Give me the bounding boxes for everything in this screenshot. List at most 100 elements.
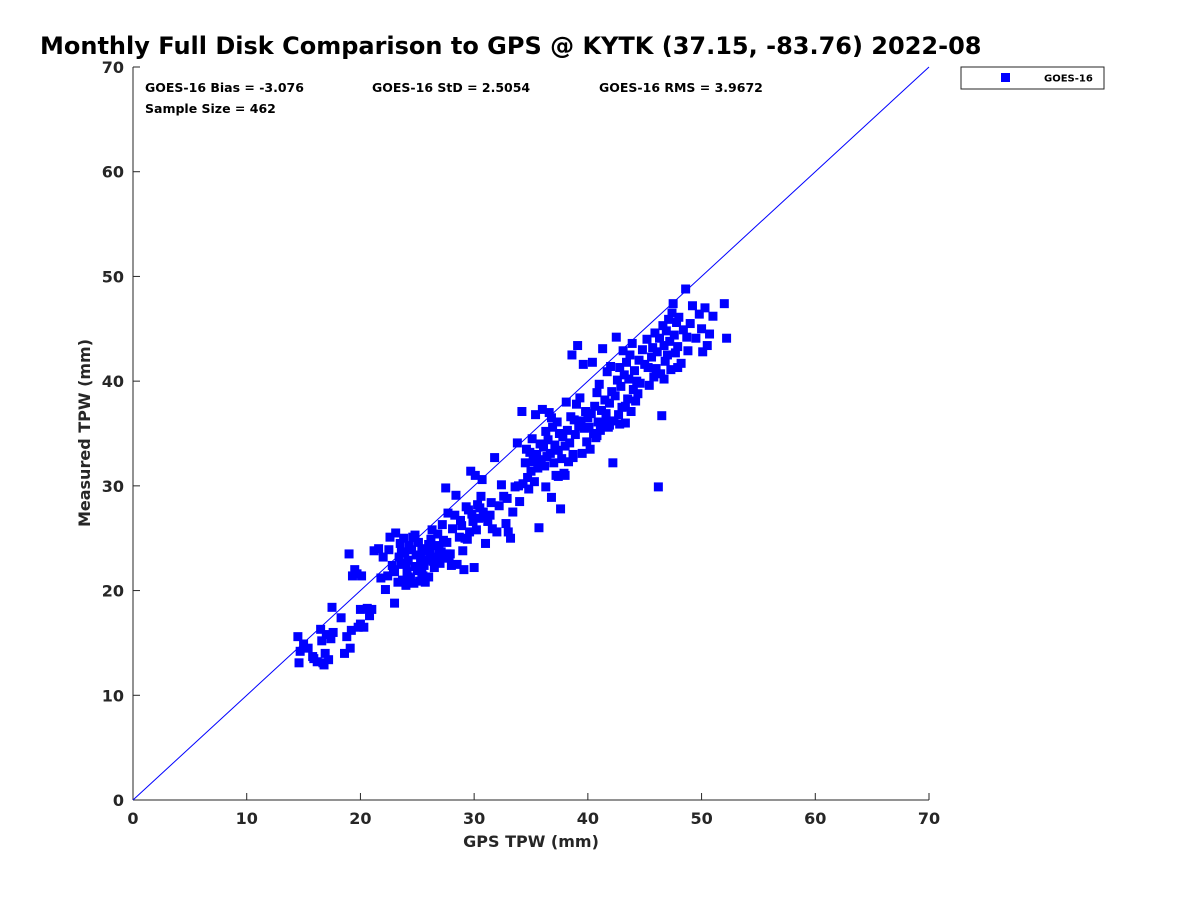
data-point xyxy=(590,401,600,411)
data-point xyxy=(528,450,538,460)
data-point xyxy=(424,572,434,582)
data-point xyxy=(578,359,588,369)
data-point xyxy=(540,461,550,471)
data-point xyxy=(388,565,398,575)
stats-annotations: GOES-16 Bias = -3.076 GOES-16 StD = 2.50… xyxy=(145,80,763,116)
data-point xyxy=(624,374,634,384)
data-point xyxy=(512,438,522,448)
data-point xyxy=(560,441,570,451)
data-point xyxy=(524,484,534,494)
data-point xyxy=(650,328,660,338)
data-point xyxy=(336,613,346,623)
data-point xyxy=(553,445,563,455)
data-point xyxy=(664,314,674,324)
data-point xyxy=(321,630,331,640)
data-point xyxy=(694,309,704,319)
data-point xyxy=(474,513,484,523)
data-point xyxy=(564,457,574,467)
data-point xyxy=(407,545,417,555)
legend-label-goes-16: GOES-16 xyxy=(1044,74,1093,85)
data-point xyxy=(403,572,413,582)
data-point xyxy=(635,378,645,388)
data-point xyxy=(627,338,637,348)
data-point xyxy=(585,444,595,454)
data-point xyxy=(441,483,451,493)
plot-area xyxy=(132,67,929,801)
data-point xyxy=(536,455,546,465)
data-point xyxy=(581,407,591,417)
data-point xyxy=(558,432,568,442)
data-point xyxy=(320,648,330,658)
data-point xyxy=(517,407,527,417)
data-point xyxy=(401,580,411,590)
data-point xyxy=(683,346,693,356)
data-point xyxy=(508,507,518,517)
data-point xyxy=(719,299,729,309)
data-point xyxy=(395,538,405,548)
data-point xyxy=(687,301,697,311)
data-point xyxy=(316,624,326,634)
data-point xyxy=(327,602,337,612)
data-point xyxy=(318,658,328,668)
legend-box xyxy=(960,66,1105,90)
data-point xyxy=(541,426,551,436)
data-point xyxy=(328,627,338,637)
data-point xyxy=(429,563,439,573)
data-point xyxy=(496,480,506,490)
data-point xyxy=(648,343,658,353)
data-point xyxy=(359,622,369,632)
data-point xyxy=(546,492,556,502)
data-point xyxy=(423,555,433,565)
data-point xyxy=(396,547,406,557)
data-point xyxy=(574,421,584,431)
data-point xyxy=(619,370,629,380)
data-point xyxy=(608,458,618,468)
data-point xyxy=(486,498,496,508)
data-point xyxy=(595,425,605,435)
data-point xyxy=(678,325,688,335)
data-point xyxy=(451,490,461,500)
y-tick-label: 30 xyxy=(102,477,124,496)
data-point xyxy=(365,611,375,621)
data-point xyxy=(653,482,663,492)
data-point xyxy=(615,363,625,373)
data-point xyxy=(570,430,580,440)
data-point xyxy=(435,558,445,568)
data-point xyxy=(623,394,633,404)
data-point xyxy=(444,553,454,563)
data-point xyxy=(385,532,395,542)
one-to-one-line xyxy=(132,66,930,801)
data-point xyxy=(506,533,516,543)
data-point xyxy=(467,509,477,519)
stat-sample-size: Sample Size = 462 xyxy=(145,101,276,116)
data-point xyxy=(674,312,684,322)
data-point xyxy=(534,523,544,533)
data-point xyxy=(529,477,539,487)
data-point xyxy=(673,363,683,373)
data-point xyxy=(346,625,356,635)
data-point xyxy=(380,585,390,595)
data-point xyxy=(644,380,654,390)
data-point xyxy=(571,399,581,409)
data-point xyxy=(548,422,558,432)
data-point xyxy=(573,341,583,351)
data-point xyxy=(294,658,304,668)
data-point xyxy=(344,549,354,559)
stat-std: GOES-16 StD = 2.5054 xyxy=(372,80,530,95)
data-point xyxy=(378,552,388,562)
data-point xyxy=(479,512,489,522)
data-point xyxy=(567,350,577,360)
data-point xyxy=(469,563,479,573)
x-tick-label: 60 xyxy=(804,809,826,828)
data-point xyxy=(384,545,394,555)
data-point xyxy=(634,355,644,365)
data-point xyxy=(579,423,589,433)
data-point xyxy=(481,538,491,548)
data-point xyxy=(537,404,547,414)
data-point xyxy=(668,299,678,309)
data-point xyxy=(654,333,664,343)
data-point xyxy=(673,342,683,352)
data-point xyxy=(629,366,639,376)
data-point xyxy=(477,475,487,485)
